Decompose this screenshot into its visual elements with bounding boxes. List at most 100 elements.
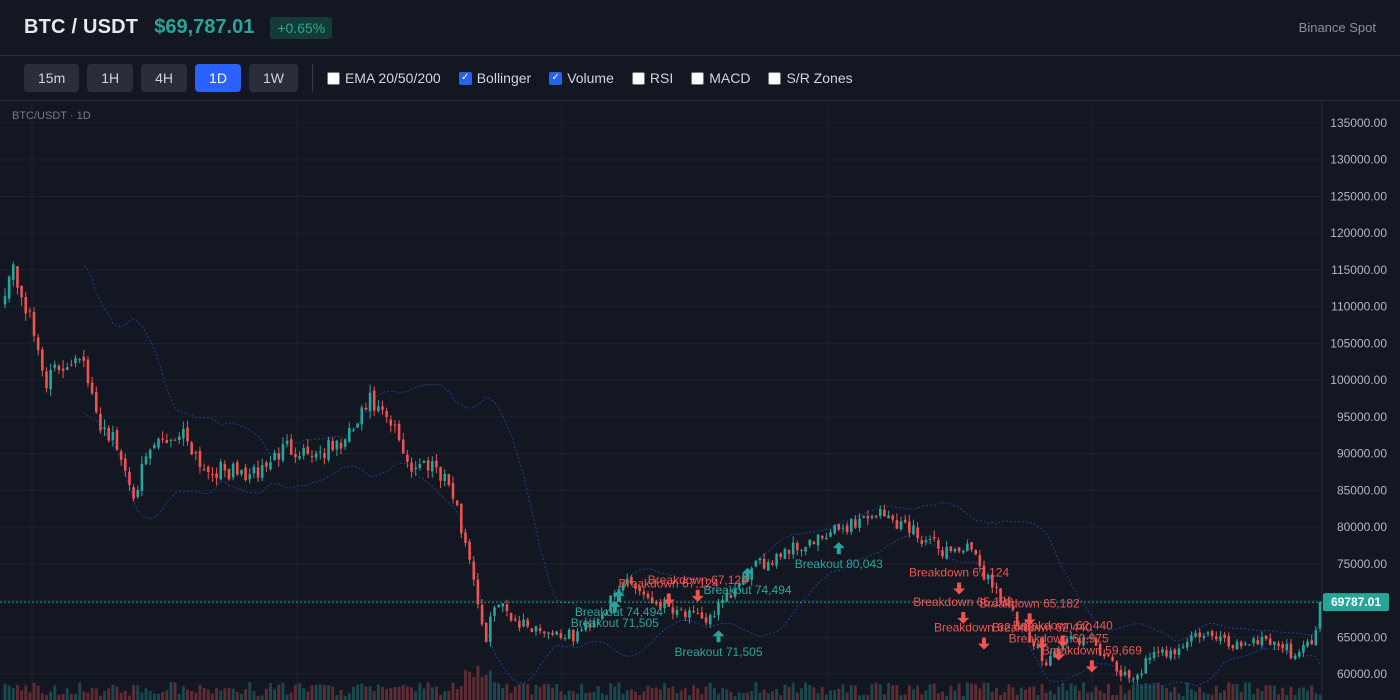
timeframe-1d-button[interactable]: 1D xyxy=(195,64,241,92)
price-axis-label: 75000.00 xyxy=(1337,557,1387,571)
volume-bar xyxy=(1173,686,1177,700)
volume-bar xyxy=(505,683,509,700)
candle-body xyxy=(704,617,708,623)
sr-zones-toggle[interactable]: S/R Zones xyxy=(768,70,853,86)
volume-bar xyxy=(69,693,73,700)
volume-bar xyxy=(804,682,808,700)
candle-body xyxy=(833,524,836,534)
rsi-checkbox[interactable] xyxy=(631,71,645,85)
volume-bar xyxy=(352,686,355,700)
sr-zones-checkbox[interactable] xyxy=(768,71,782,85)
candle-body xyxy=(957,547,961,552)
volume-bar xyxy=(136,685,140,700)
volume-bar xyxy=(15,685,19,700)
candle-body xyxy=(339,442,343,449)
volume-bar xyxy=(986,682,990,700)
volume-bar xyxy=(1252,694,1256,700)
candle-body xyxy=(65,367,69,371)
candle-body xyxy=(870,516,874,518)
volume-bar xyxy=(451,682,455,700)
ema-toggle[interactable]: EMA 20/50/200 xyxy=(326,70,441,86)
volume-bar xyxy=(887,682,891,700)
volume-bar xyxy=(1293,694,1297,700)
timeframe-15m-button[interactable]: 15m xyxy=(24,64,80,92)
volume-bar xyxy=(186,689,189,700)
candle-body xyxy=(567,629,571,639)
candle-body xyxy=(596,619,600,621)
macd-toggle[interactable]: MACD xyxy=(691,70,750,86)
candle-body xyxy=(1069,636,1073,640)
candle-body xyxy=(260,464,264,478)
volume-bar xyxy=(210,693,214,700)
candle-body xyxy=(903,519,907,523)
candle-body xyxy=(899,521,903,530)
price-axis-label: 135000.00 xyxy=(1330,116,1387,130)
volume-bar xyxy=(1268,685,1272,700)
volume-bar xyxy=(107,688,111,700)
candle-body xyxy=(1053,651,1056,658)
candle-body xyxy=(418,464,422,469)
candle-body xyxy=(646,593,650,598)
candle-body xyxy=(49,369,52,390)
candle-body xyxy=(1020,624,1023,626)
candle-body xyxy=(812,541,816,545)
candle-body xyxy=(377,406,380,412)
candle-body xyxy=(783,549,787,559)
volume-bar xyxy=(1177,693,1181,700)
volume-bar xyxy=(1069,683,1073,700)
macd-checkbox[interactable] xyxy=(691,71,705,85)
volume-toggle[interactable]: ✓ Volume xyxy=(549,70,614,86)
candle-body xyxy=(659,602,662,609)
breakdown-marker: Breakdown 60,975 xyxy=(1009,632,1109,661)
timeframe-1w-button[interactable]: 1W xyxy=(248,64,298,92)
volume-checkbox[interactable]: ✓ xyxy=(549,71,563,85)
annotation-label: Breakdown 62,440 xyxy=(1013,618,1113,632)
volume-bar xyxy=(837,688,841,700)
volume-bar xyxy=(144,688,148,700)
volume-bar xyxy=(1144,683,1148,700)
arrow-up-icon xyxy=(832,542,845,555)
candle-body xyxy=(737,583,741,587)
timeframe-4h-button[interactable]: 4H xyxy=(141,64,188,92)
candle-body xyxy=(435,460,438,468)
volume-bar xyxy=(260,695,264,700)
price-chart[interactable]: Breakout 74,494 Breakout 71,505 Breakout 7… xyxy=(0,101,1400,700)
volume-bar xyxy=(190,690,194,700)
candle-body xyxy=(634,584,637,589)
volume-bar xyxy=(40,693,44,700)
candle-body xyxy=(484,622,488,642)
candle-body xyxy=(252,466,256,474)
candle-body xyxy=(978,555,982,566)
volume-bar xyxy=(538,687,542,700)
bollinger-toggle[interactable]: ✓ Bollinger xyxy=(458,70,531,86)
annotation-label: Breakout 71,505 xyxy=(571,616,659,630)
volume-bar xyxy=(385,689,389,700)
volume-bar xyxy=(1028,686,1032,700)
bollinger-checkbox[interactable]: ✓ xyxy=(458,71,472,85)
volume-bar xyxy=(434,686,438,700)
candle-body xyxy=(696,613,700,615)
volume-bar xyxy=(1277,694,1280,700)
volume-bar xyxy=(339,690,343,700)
candle-body xyxy=(1082,637,1085,646)
candle-body xyxy=(509,612,513,621)
volume-bar xyxy=(322,685,326,700)
volume-bar xyxy=(327,685,331,700)
volume-bar xyxy=(140,692,144,700)
timeframe-1h-button[interactable]: 1H xyxy=(87,64,134,92)
breakout-marker: Breakout 80,043 xyxy=(795,542,883,571)
volume-bar xyxy=(368,686,372,700)
candle-body xyxy=(1140,673,1143,676)
candle-body xyxy=(849,519,853,532)
annotation-label: Breakout 71,505 xyxy=(674,645,762,659)
ema-checkbox[interactable] xyxy=(326,71,340,85)
volume-bar xyxy=(526,683,530,700)
volume-bar xyxy=(617,682,621,700)
candle-body xyxy=(306,446,310,454)
timeframe-label: 1H xyxy=(101,70,120,86)
volume-bar xyxy=(853,685,857,700)
rsi-toggle[interactable]: RSI xyxy=(631,70,673,86)
candle-body xyxy=(663,600,666,608)
volume-bar xyxy=(1115,695,1119,700)
